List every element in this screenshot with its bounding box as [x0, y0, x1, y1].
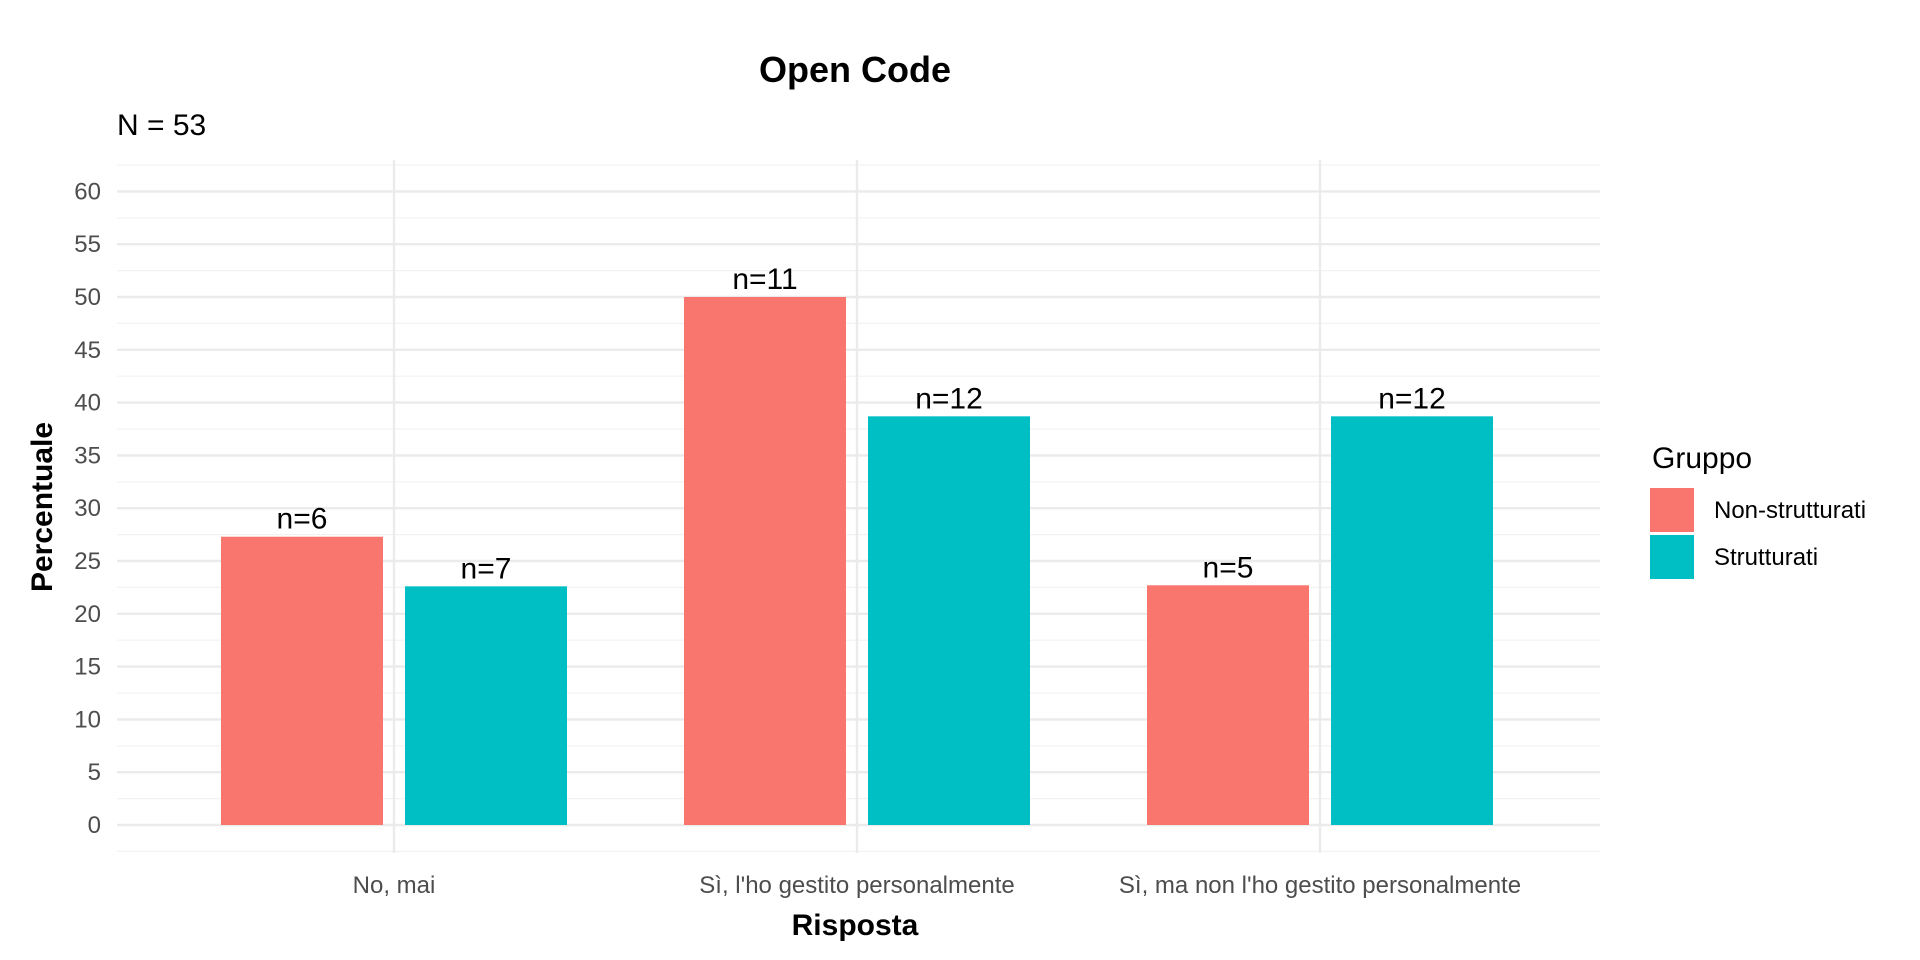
- bar-strutturati: [405, 586, 567, 825]
- bar-non-strutturati: [1147, 585, 1309, 825]
- legend-label: Non-strutturati: [1714, 497, 1866, 524]
- bars: [221, 297, 1493, 825]
- legend-swatch: [1650, 488, 1694, 532]
- y-tick-label: 30: [74, 495, 101, 522]
- y-tick-label: 35: [74, 442, 101, 469]
- y-tick-label: 60: [74, 178, 101, 205]
- legend-title: Gruppo: [1652, 442, 1752, 475]
- y-tick-label: 5: [88, 759, 101, 786]
- bar-data-label: n=11: [732, 263, 797, 296]
- y-tick-label: 0: [88, 812, 101, 839]
- bar-strutturati: [1331, 416, 1493, 825]
- y-axis-title: Percentuale: [26, 422, 59, 592]
- bar-labels: n=6 n=7 n=11 n=12 n=5 n=12: [277, 263, 1446, 585]
- bar-strutturati: [868, 416, 1030, 825]
- bar-data-label: n=5: [1203, 551, 1254, 584]
- y-tick-label: 45: [74, 337, 101, 364]
- y-axis-ticks: 0 5 10 15 20 25 30 35 40 45 50 55 60: [74, 178, 101, 839]
- bar-data-label: n=7: [461, 552, 512, 585]
- y-tick-label: 25: [74, 548, 101, 575]
- bar-non-strutturati: [684, 297, 846, 825]
- legend: Gruppo Non-strutturati Strutturati: [1650, 442, 1866, 579]
- x-tick-label: Sì, ma non l'ho gestito personalmente: [1119, 872, 1521, 899]
- legend-swatch: [1650, 535, 1694, 579]
- bar-data-label: n=6: [277, 503, 328, 536]
- bar-data-label: n=12: [1378, 382, 1446, 415]
- y-tick-label: 40: [74, 390, 101, 417]
- bar-non-strutturati: [221, 536, 383, 825]
- x-tick-label: No, mai: [353, 872, 436, 899]
- x-axis-ticks: No, mai Sì, l'ho gestito personalmente Sì,…: [353, 872, 1521, 899]
- legend-label: Strutturati: [1714, 544, 1818, 571]
- y-tick-label: 20: [74, 601, 101, 628]
- y-tick-label: 10: [74, 706, 101, 733]
- chart-subtitle: N = 53: [117, 109, 206, 142]
- x-axis-title: Risposta: [792, 909, 919, 942]
- y-tick-label: 15: [74, 654, 101, 681]
- x-tick-label: Sì, l'ho gestito personalmente: [699, 872, 1014, 899]
- y-tick-label: 50: [74, 284, 101, 311]
- chart-title: Open Code: [759, 49, 951, 90]
- y-tick-label: 55: [74, 231, 101, 258]
- bar-data-label: n=12: [915, 382, 983, 415]
